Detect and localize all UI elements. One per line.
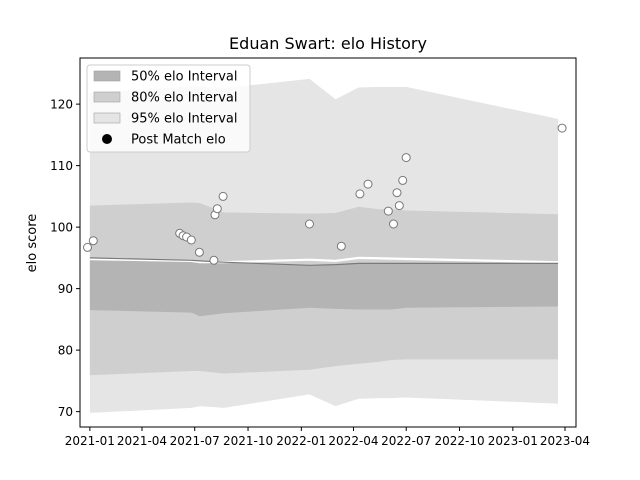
post-match-elo-point <box>194 247 204 257</box>
x-tick-label: 2022-04 <box>328 434 378 448</box>
plot-series-group <box>83 78 567 413</box>
post-match-elo-point <box>209 255 219 265</box>
post-match-elo-point <box>392 188 402 198</box>
x-tick-label: 2022-07 <box>381 434 431 448</box>
legend-marker-post-match <box>102 134 112 144</box>
x-tick-label: 2021-07 <box>170 434 220 448</box>
x-tick-label: 2021-10 <box>223 434 273 448</box>
x-tick-label: 2023-01 <box>488 434 538 448</box>
post-match-elo-point <box>218 191 228 201</box>
y-tick-label: 110 <box>50 159 73 173</box>
post-match-elo-point <box>394 201 404 211</box>
y-tick-label: 70 <box>58 405 73 419</box>
interval-50-band <box>89 257 559 317</box>
mean-elo-line <box>89 256 559 264</box>
post-match-elo-point <box>336 241 346 251</box>
x-tick-label: 2021-04 <box>117 434 167 448</box>
post-match-elo-point <box>401 153 411 163</box>
plot-area: 2021-01 2021-04 2021-07 2021-10 2022-01 2022-… <box>50 57 590 448</box>
y-tick-label: 100 <box>50 221 73 235</box>
post-match-elo-point <box>355 189 365 199</box>
x-tick-label: 2022-01 <box>276 434 326 448</box>
legend: 50% elo Interval 80% elo Interval 95% elo … <box>86 64 251 153</box>
interval-50-upper-edge <box>89 257 558 266</box>
x-tick-label: 2023-04 <box>540 434 590 448</box>
post-match-elo-point <box>186 235 196 245</box>
post-match-elo-point <box>305 219 314 229</box>
plot-frame <box>79 57 577 428</box>
post-match-elo-point <box>83 242 92 252</box>
post-match-elo-point <box>88 236 98 246</box>
y-tick-label: 80 <box>58 344 73 358</box>
legend-label: 95% elo Interval <box>131 112 238 127</box>
legend-label: 80% elo Interval <box>131 91 238 106</box>
x-tick-label: 2022-10 <box>434 434 484 448</box>
post-match-elo-point <box>363 179 373 189</box>
post-match-elo-point <box>398 175 408 185</box>
legend-swatch-interval <box>93 91 121 103</box>
legend-box <box>86 64 251 153</box>
post-match-elo-point <box>557 123 567 133</box>
legend-swatch-interval <box>93 112 121 124</box>
post-match-elo-point <box>383 206 393 216</box>
x-tick-label: 2021-01 <box>65 434 115 448</box>
y-tick-label: 90 <box>58 282 73 296</box>
legend-label: 50% elo Interval <box>131 70 238 85</box>
y-tick-label: 120 <box>50 98 73 112</box>
legend-swatch-interval <box>93 70 121 82</box>
post-match-elo-point <box>389 219 398 229</box>
y-axis-label: elo score <box>25 214 40 273</box>
legend-label: Post Match elo <box>131 133 226 148</box>
chart-title: Eduan Swart: elo History <box>229 34 427 53</box>
post-match-elo-point <box>212 204 222 214</box>
